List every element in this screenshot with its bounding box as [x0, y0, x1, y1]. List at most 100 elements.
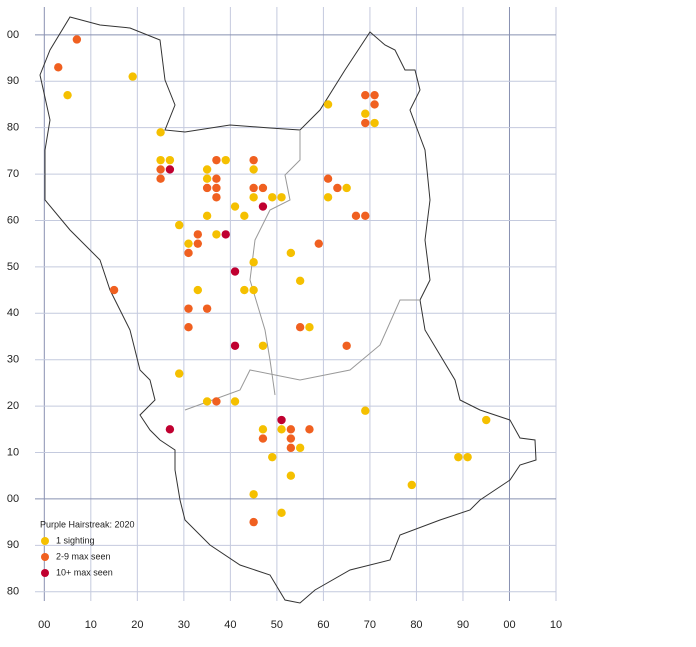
record-dot: [202, 304, 212, 313]
y-tick-label: 70: [7, 168, 19, 180]
y-tick-label: 90: [7, 75, 19, 87]
record-dot: [482, 415, 491, 425]
record-dot: [305, 425, 314, 434]
record-dot: [258, 434, 268, 443]
record-dot: [323, 174, 333, 183]
record-dot: [370, 90, 379, 100]
y-tick-label: 20: [7, 400, 19, 412]
record-dot: [258, 425, 268, 434]
x-tick-label: 60: [317, 619, 329, 631]
legend: Purple Hairstreak: 2020 1 sighting 2-9 ma…: [40, 519, 135, 577]
x-tick-label: 10: [550, 619, 562, 631]
record-dot: [314, 239, 323, 248]
record-dot: [286, 471, 296, 480]
record-dot: [184, 239, 193, 248]
record-dot: [249, 490, 258, 499]
record-dot: [212, 183, 221, 193]
legend-swatch: [41, 537, 49, 545]
record-dot: [156, 174, 165, 183]
county-outline: [39, 16, 537, 604]
y-tick-label: 00: [7, 493, 19, 505]
record-dot: [202, 174, 212, 183]
x-tick-label: 50: [271, 619, 283, 631]
record-dot: [277, 193, 286, 202]
record-dot: [249, 183, 258, 193]
record-dot: [463, 452, 472, 462]
record-dot: [258, 183, 268, 193]
record-dot: [370, 100, 379, 109]
record-dot: [221, 230, 230, 239]
y-tick-label: 30: [7, 354, 19, 366]
record-dot: [249, 193, 258, 202]
record-dot: [351, 211, 361, 221]
record-dot: [193, 239, 203, 248]
record-dot: [454, 452, 463, 462]
y-tick-label: 80: [7, 586, 19, 598]
legend-title: Purple Hairstreak: 2020: [40, 519, 135, 529]
x-tick-label: 00: [503, 619, 515, 631]
x-tick-label: 80: [410, 619, 422, 631]
record-dot: [277, 508, 286, 518]
record-dot: [370, 118, 379, 128]
record-dot: [165, 155, 175, 165]
x-tick-label: 20: [131, 619, 143, 631]
record-dot: [230, 267, 240, 276]
record-dot: [268, 193, 277, 202]
district-boundary: [184, 130, 420, 411]
record-dot: [249, 285, 258, 295]
record-dot: [407, 480, 416, 490]
record-dot: [361, 211, 370, 221]
record-dot: [54, 63, 63, 72]
record-dot: [156, 165, 165, 174]
y-tick-label: 60: [7, 214, 19, 226]
record-dot: [212, 230, 221, 239]
record-dot: [286, 443, 296, 453]
record-dot: [295, 276, 305, 285]
record-dot: [277, 415, 286, 425]
record-dot: [221, 155, 230, 165]
record-dot: [212, 193, 221, 202]
x-tick-label: 30: [178, 619, 190, 631]
record-dot: [184, 323, 193, 332]
record-dot: [202, 183, 212, 193]
record-dot: [240, 211, 249, 221]
record-dot: [258, 202, 268, 211]
record-dot: [268, 452, 277, 462]
record-dot: [249, 258, 258, 267]
record-dot: [212, 155, 221, 165]
record-dot: [249, 155, 258, 165]
legend-label: 2-9 max seen: [56, 551, 111, 561]
record-dot: [202, 211, 212, 221]
record-dot: [202, 397, 212, 406]
record-dot: [230, 202, 240, 211]
record-dot: [305, 323, 314, 332]
x-tick-label: 00: [38, 619, 50, 631]
record-dot: [323, 193, 333, 202]
record-dot: [286, 434, 296, 443]
x-tick-label: 70: [364, 619, 376, 631]
y-tick-label: 10: [7, 446, 19, 458]
record-dot: [72, 35, 82, 44]
record-dot: [342, 341, 351, 350]
record-dot: [277, 425, 286, 434]
record-dot: [249, 165, 258, 174]
record-dot: [184, 248, 193, 258]
record-dot: [295, 323, 305, 332]
record-dot: [361, 90, 370, 100]
record-dot: [184, 304, 193, 313]
record-dot: [202, 165, 212, 174]
record-dot: [342, 183, 351, 193]
legend-swatch: [41, 569, 49, 577]
record-dot: [249, 517, 258, 527]
record-dot: [286, 425, 296, 434]
record-dot: [165, 165, 175, 174]
record-dot: [175, 220, 184, 230]
record-dot: [212, 174, 221, 183]
record-dot: [165, 425, 175, 434]
x-tick-label: 40: [224, 619, 236, 631]
record-dot: [128, 72, 137, 81]
record-dot: [295, 443, 305, 453]
y-tick-label: 40: [7, 307, 19, 319]
legend-label: 1 sighting: [56, 535, 95, 545]
